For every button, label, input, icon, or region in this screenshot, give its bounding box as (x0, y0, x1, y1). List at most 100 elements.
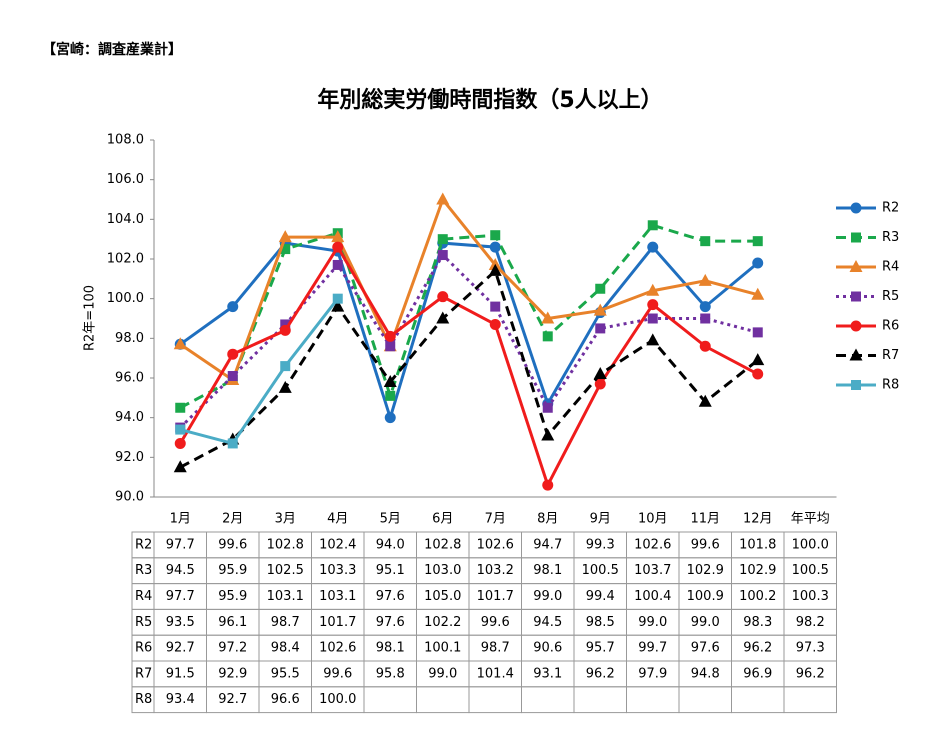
marker (541, 311, 555, 324)
y-tick-label: 92.0 (115, 450, 144, 465)
table-value: 100.5 (792, 563, 829, 578)
y-tick-label: 98.0 (115, 331, 144, 346)
marker (542, 479, 554, 491)
marker (698, 273, 712, 286)
table-value: 102.2 (424, 615, 461, 630)
table-value: 100.3 (792, 589, 829, 604)
table-value: 98.1 (533, 563, 562, 578)
legend-marker (851, 380, 861, 390)
marker (436, 192, 450, 205)
table-value: 95.9 (218, 563, 247, 578)
legend-label: R2 (882, 201, 899, 216)
x-tick-label: 12月 (743, 512, 773, 527)
table-cell (573, 686, 627, 714)
table-value: 101.4 (477, 666, 514, 681)
y-tick-label: 100.0 (107, 291, 144, 306)
table-value: 97.6 (376, 615, 405, 630)
marker (280, 244, 291, 255)
table-value: 93.4 (166, 692, 195, 707)
row-label: R2 (135, 537, 152, 552)
marker (541, 428, 555, 441)
table-cell (416, 686, 470, 714)
x-tick-label: 10月 (638, 512, 668, 527)
marker (647, 299, 659, 311)
x-tick-label: 6月 (432, 512, 453, 527)
table-value: 103.2 (477, 563, 514, 578)
table-value: 99.0 (638, 615, 667, 630)
table-value: 100.5 (582, 563, 619, 578)
marker (752, 236, 763, 247)
marker (700, 236, 711, 247)
table-value: 94.5 (166, 563, 195, 578)
table-value: 102.6 (319, 641, 356, 656)
marker (752, 327, 763, 338)
marker (174, 437, 186, 449)
table-value: 100.4 (634, 589, 671, 604)
table-value: 103.1 (267, 589, 304, 604)
legend-marker (849, 348, 863, 361)
marker (752, 368, 764, 380)
table-value: 92.7 (166, 641, 195, 656)
marker (593, 303, 607, 316)
y-tick-label: 108.0 (107, 133, 144, 148)
marker (699, 340, 711, 352)
x-tick-label: 1月 (170, 512, 191, 527)
marker (698, 394, 712, 407)
table-value: 102.6 (477, 537, 514, 552)
table-value: 96.2 (796, 666, 825, 681)
marker (647, 313, 658, 324)
marker (542, 331, 553, 342)
x-tick-label: 3月 (275, 512, 296, 527)
table-value: 98.4 (271, 641, 300, 656)
row-label: R6 (135, 641, 152, 656)
table-value: 99.4 (586, 589, 615, 604)
table-cell (521, 686, 575, 714)
table-value: 99.6 (218, 537, 247, 552)
marker (646, 333, 660, 346)
table-value: 102.4 (319, 537, 356, 552)
table-value: 103.0 (424, 563, 461, 578)
table-value: 95.8 (376, 666, 405, 681)
table-value: 94.8 (691, 666, 720, 681)
table-value: 97.6 (691, 641, 720, 656)
marker (384, 330, 396, 342)
marker (595, 323, 606, 334)
legend-marker (850, 320, 862, 332)
y-tick-label: 106.0 (107, 172, 144, 187)
table-value: 98.5 (586, 615, 615, 630)
table-value: 102.8 (424, 537, 461, 552)
marker (173, 460, 187, 473)
marker (542, 402, 553, 413)
table-value: 96.6 (271, 692, 300, 707)
marker (594, 378, 606, 390)
table-value: 96.2 (586, 666, 615, 681)
marker (175, 402, 186, 413)
marker (647, 241, 659, 253)
marker (593, 367, 607, 380)
marker (647, 220, 658, 231)
table-value: 99.6 (481, 615, 510, 630)
series-line (179, 241, 759, 423)
marker (332, 241, 344, 253)
series-line (179, 223, 758, 410)
table-value: 92.9 (218, 666, 247, 681)
x-tick-label: 年平均 (791, 512, 830, 527)
table-cell (363, 686, 417, 714)
marker (331, 230, 345, 243)
y-tick-label: 104.0 (107, 212, 144, 227)
table-value: 93.1 (533, 666, 562, 681)
marker (383, 374, 397, 387)
marker (175, 424, 186, 435)
table-value: 97.7 (166, 589, 195, 604)
legend-marker (850, 202, 862, 214)
marker (331, 299, 345, 312)
table-value: 98.3 (743, 615, 772, 630)
table-value: 103.7 (634, 563, 671, 578)
table-value: 97.7 (166, 537, 195, 552)
legend-label: R7 (882, 348, 899, 363)
y-tick-label: 94.0 (115, 410, 144, 425)
marker (700, 313, 711, 324)
marker (490, 230, 501, 241)
table-cell (626, 686, 680, 714)
marker (279, 324, 291, 336)
